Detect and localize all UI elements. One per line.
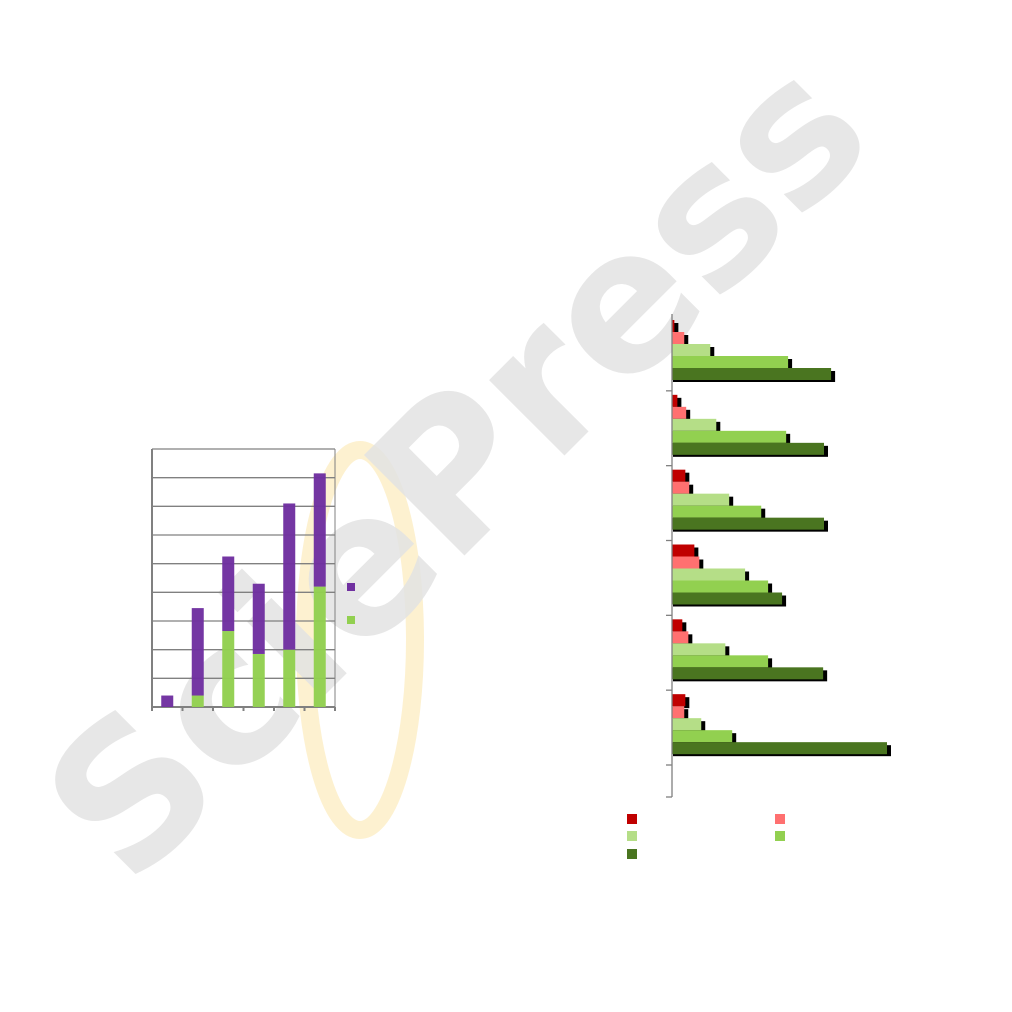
bar-series-3-2 [672,418,717,431]
bar-series-1-3 [222,631,235,707]
bar-series-3-3 [672,493,730,506]
bar-series-1-2 [191,695,204,707]
bar-series-1-4 [252,653,265,707]
bar-series-2-6 [672,706,685,719]
bar-series-3-4 [672,568,746,581]
bar-series-4-4 [672,580,769,593]
bar-series-2-2 [191,608,204,696]
bar-series-1-3 [672,469,686,482]
bar-series-4-5 [672,655,769,668]
bar-series-1-5 [672,619,683,632]
bar-series-2-6 [313,473,326,587]
bar-series-3-6 [672,718,702,731]
bar-series-2-5 [283,503,296,650]
bar-series-2-2 [672,406,687,419]
legend-swatch-series-4 [775,831,785,841]
bar-series-2-3 [222,556,235,632]
bar-series-3-5 [672,643,726,656]
bar-series-2-1 [672,332,685,344]
bar-series-5-4 [672,592,783,605]
legend-swatch-series-2 [347,583,355,591]
bar-series-5-6 [672,742,887,755]
bar-series-1-4 [672,544,695,557]
bar-series-1-1 [672,320,675,332]
bar-shadow [673,323,679,334]
bar-series-2-4 [252,583,265,654]
bar-series-5-3 [672,517,825,530]
bar-series-1-6 [672,694,686,707]
bar-series-4-6 [672,730,733,743]
legend-swatch-series-1 [627,814,637,824]
watermark-ring [296,441,424,839]
bar-series-1-6 [313,586,326,707]
bar-series-1-2 [672,394,678,407]
bar-series-5-1 [672,368,832,380]
bar-series-2-4 [672,556,700,569]
bar-series-5-2 [672,442,825,455]
bar-series-2-3 [672,481,690,494]
bar-series-2-1 [161,695,174,707]
legend-swatch-series-2 [775,814,785,824]
legend-swatch-series-1 [347,616,355,624]
bar-series-4-2 [672,430,787,443]
bar-series-3-1 [672,344,711,356]
legend-swatch-series-5 [627,849,637,859]
legend-swatch-series-3 [627,831,637,841]
bar-series-4-3 [672,505,762,518]
bar-series-4-1 [672,356,789,368]
bar-series-2-5 [672,631,689,644]
bar-series-5-5 [672,667,824,680]
bar-series-1-5 [283,649,296,707]
